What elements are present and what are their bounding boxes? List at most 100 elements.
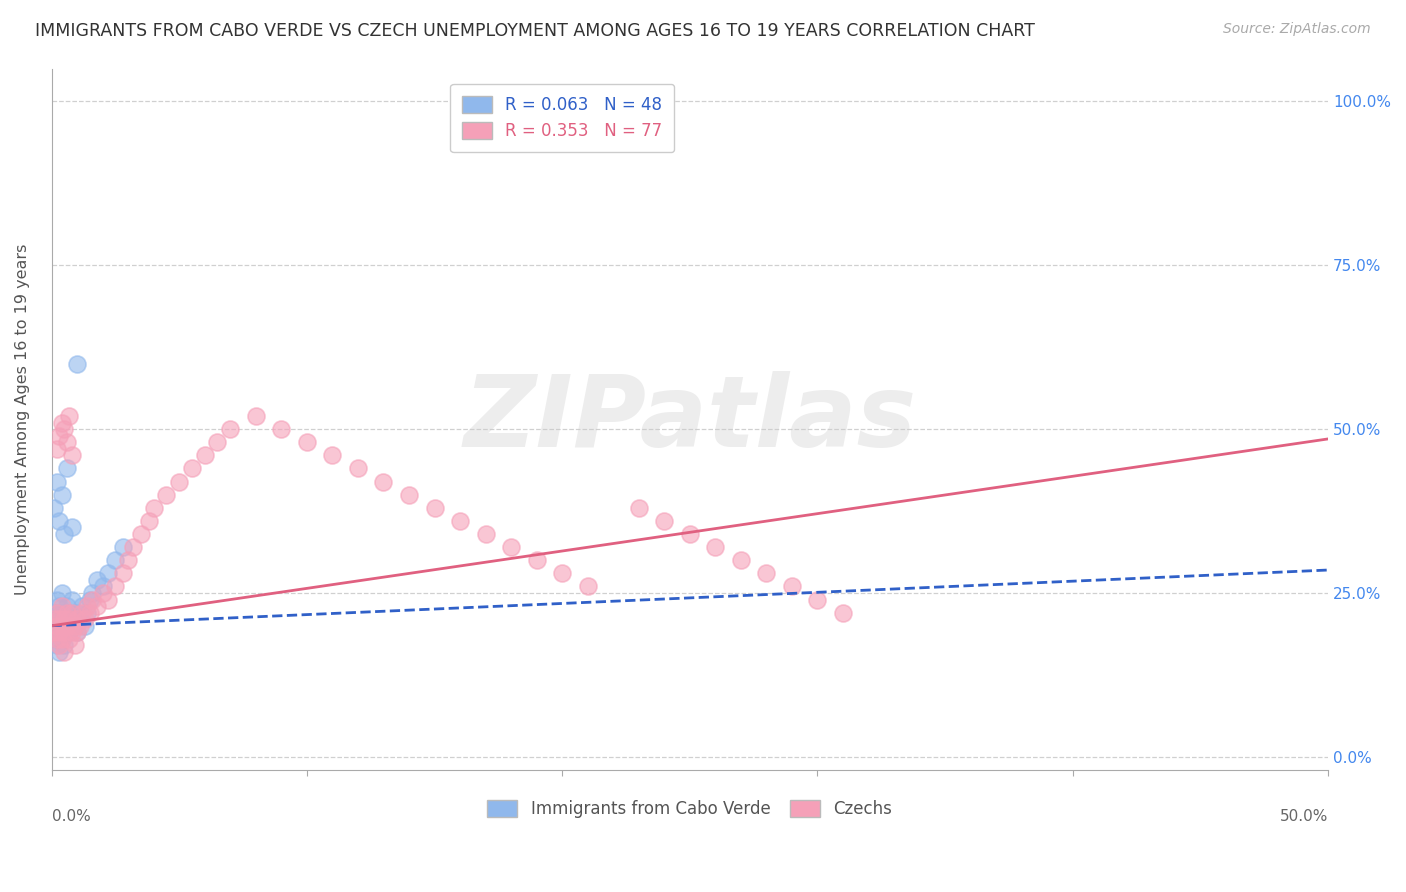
Point: [321, 448, 343, 462]
Point: [42, 612, 65, 626]
Point: [45, 606, 67, 620]
Point: [97, 592, 120, 607]
Point: [48, 514, 70, 528]
Point: [207, 435, 229, 450]
Point: [48, 625, 70, 640]
Point: [398, 488, 420, 502]
Point: [219, 422, 242, 436]
Point: [70, 599, 93, 613]
Point: [91, 586, 114, 600]
Point: [104, 553, 127, 567]
Point: [76, 606, 98, 620]
Point: [60, 448, 83, 462]
Point: [66, 606, 89, 620]
Point: [755, 566, 778, 581]
Text: ZIPatlas: ZIPatlas: [463, 371, 917, 467]
Point: [48, 639, 70, 653]
Point: [780, 579, 803, 593]
Point: [60, 606, 83, 620]
Point: [42, 500, 65, 515]
Point: [627, 500, 650, 515]
Point: [602, 127, 624, 141]
Point: [51, 632, 73, 646]
Point: [679, 527, 702, 541]
Point: [66, 625, 89, 640]
Point: [48, 428, 70, 442]
Point: [97, 566, 120, 581]
Point: [53, 625, 76, 640]
Point: [51, 632, 73, 646]
Point: [60, 612, 83, 626]
Point: [373, 475, 395, 489]
Point: [82, 592, 104, 607]
Point: [56, 435, 79, 450]
Point: [42, 625, 65, 640]
Point: [295, 435, 318, 450]
Point: [51, 488, 73, 502]
Point: [51, 586, 73, 600]
Point: [48, 612, 70, 626]
Point: [86, 599, 108, 613]
Point: [142, 500, 165, 515]
Point: [86, 573, 108, 587]
Point: [51, 606, 73, 620]
Point: [449, 514, 471, 528]
Point: [66, 612, 89, 626]
Point: [45, 442, 67, 456]
Point: [51, 416, 73, 430]
Point: [51, 619, 73, 633]
Point: [45, 606, 67, 620]
Point: [79, 592, 101, 607]
Point: [122, 540, 145, 554]
Point: [53, 625, 76, 640]
Point: [474, 527, 496, 541]
Point: [66, 357, 89, 371]
Point: [652, 514, 675, 528]
Point: [576, 579, 599, 593]
Point: [51, 619, 73, 633]
Point: [82, 586, 104, 600]
Point: [56, 599, 79, 613]
Point: [45, 592, 67, 607]
Point: [181, 461, 204, 475]
Point: [63, 639, 86, 653]
Point: [526, 553, 548, 567]
Point: [42, 612, 65, 626]
Point: [63, 619, 86, 633]
Point: [76, 599, 98, 613]
Point: [111, 540, 134, 554]
Point: [167, 475, 190, 489]
Point: [270, 422, 292, 436]
Point: [45, 632, 67, 646]
Point: [423, 500, 446, 515]
Point: [42, 625, 65, 640]
Point: [58, 606, 80, 620]
Legend: Immigrants from Cabo Verde, Czechs: Immigrants from Cabo Verde, Czechs: [481, 793, 900, 825]
Point: [63, 619, 86, 633]
Point: [806, 592, 828, 607]
Point: [45, 619, 67, 633]
Point: [53, 527, 76, 541]
Point: [69, 612, 91, 626]
Point: [48, 599, 70, 613]
Point: [117, 553, 139, 567]
Point: [501, 540, 523, 554]
Point: [70, 606, 93, 620]
Point: [45, 639, 67, 653]
Point: [104, 579, 127, 593]
Point: [138, 514, 160, 528]
Point: [58, 409, 80, 423]
Point: [60, 520, 83, 534]
Point: [53, 645, 76, 659]
Point: [45, 475, 67, 489]
Point: [48, 612, 70, 626]
Point: [730, 553, 752, 567]
Text: 0.0%: 0.0%: [52, 809, 90, 824]
Point: [48, 645, 70, 659]
Point: [56, 461, 79, 475]
Point: [91, 579, 114, 593]
Point: [111, 566, 134, 581]
Point: [155, 488, 177, 502]
Point: [42, 619, 65, 633]
Point: [704, 540, 727, 554]
